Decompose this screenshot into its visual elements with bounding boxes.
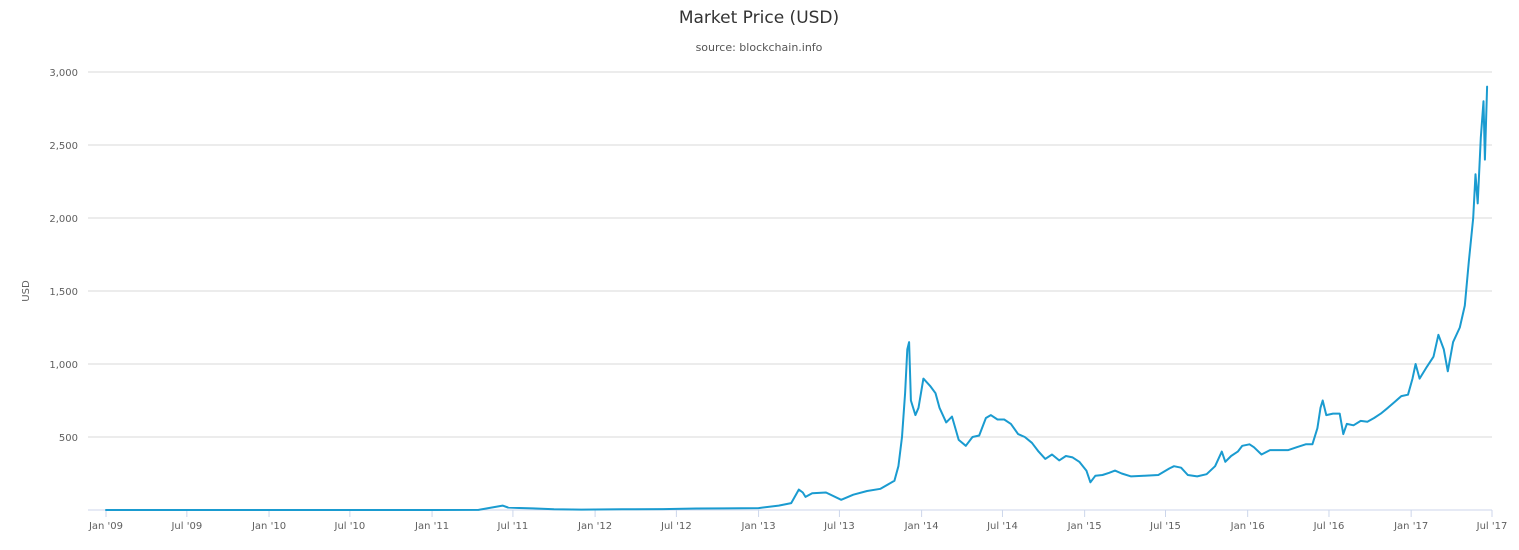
x-tick-label: Jan '15 (1067, 521, 1102, 532)
y-tick-label: 1,500 (49, 287, 78, 298)
x-tick-label: Jul '09 (170, 521, 202, 532)
x-tick-label: Jan '10 (251, 521, 286, 532)
x-tick-label: Jan '16 (1230, 521, 1265, 532)
x-tick-label: Jul '17 (1476, 521, 1508, 532)
y-axis-tick-labels: 500 1,000 1,500 2,000 2,500 3,000 (49, 68, 78, 444)
price-series-line (105, 85, 1489, 511)
x-tick-label: Jul '13 (823, 521, 855, 532)
x-tick-label: Jan '13 (741, 521, 776, 532)
x-tick-label: Jul '12 (660, 521, 692, 532)
x-tick-label: Jul '16 (1313, 521, 1345, 532)
y-axis-title: USD (21, 280, 32, 302)
x-tick-label: Jan '11 (414, 521, 449, 532)
x-tick-label: Jul '10 (334, 521, 366, 532)
x-tick-label: Jul '14 (986, 521, 1018, 532)
x-tick-label: Jan '17 (1393, 521, 1428, 532)
x-axis: Jan '09 Jul '09 Jan '10 Jul '10 Jan '11 Jul '… (88, 509, 1508, 532)
chart-subtitle: source: blockchain.info (696, 41, 823, 54)
series-layer (105, 85, 1489, 511)
y-tick-label: 500 (59, 433, 78, 444)
y-tick-label: 2,000 (49, 214, 78, 225)
x-tick-label: Jan '14 (904, 521, 939, 532)
x-tick-label: Jul '15 (1149, 521, 1181, 532)
x-tick-label: Jan '12 (577, 521, 612, 532)
y-tick-label: 2,500 (49, 141, 78, 152)
y-tick-label: 1,000 (49, 360, 78, 371)
y-tick-label: 3,000 (49, 68, 78, 79)
gridlines (88, 71, 1492, 438)
x-tick-label: Jul '11 (497, 521, 529, 532)
chart-title: Market Price (USD) (679, 8, 839, 28)
x-tick-label: Jan '09 (88, 521, 123, 532)
